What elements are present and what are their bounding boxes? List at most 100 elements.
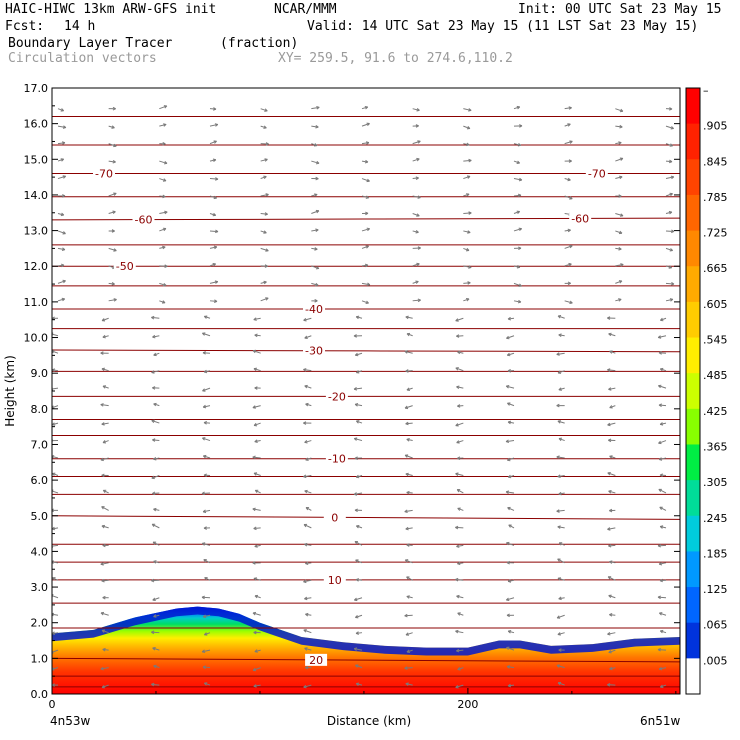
wind-vector — [57, 158, 65, 162]
wind-vector — [513, 193, 522, 198]
wind-vector — [354, 403, 363, 407]
wind-vector — [506, 541, 515, 546]
wind-vector — [507, 368, 515, 373]
wind-vector — [252, 507, 261, 512]
wind-vector — [209, 195, 218, 200]
field2-name: Circulation vectors — [8, 51, 157, 66]
wind-vector — [608, 489, 616, 494]
wind-vector — [254, 594, 261, 599]
wind-vector — [253, 472, 261, 476]
wind-vector — [463, 125, 471, 130]
wind-vector — [202, 437, 211, 442]
wind-vector — [361, 195, 370, 199]
wind-vector — [456, 594, 464, 599]
colorbar-swatch — [686, 515, 700, 552]
wind-vector — [404, 454, 413, 459]
wind-vector — [260, 158, 268, 162]
contour-label-bg — [323, 511, 346, 524]
wind-vector — [455, 317, 464, 322]
colorbar-label: .845 — [703, 155, 728, 168]
y-axis-label: Height (km) — [3, 355, 17, 426]
colorbar-label: .905 — [703, 120, 728, 133]
contour-label-bg — [92, 167, 115, 180]
wind-vector — [412, 280, 419, 284]
wind-vector — [513, 282, 522, 287]
wind-vector — [361, 211, 369, 216]
boundary-layer-tracer — [52, 606, 680, 694]
wind-vector — [153, 560, 160, 564]
wind-vector — [659, 578, 667, 583]
y-tick-label: 8.0 — [31, 403, 49, 416]
field-units: (fraction) — [220, 36, 299, 51]
wind-vector — [412, 230, 419, 234]
wind-vector — [361, 282, 371, 287]
endpoint-left: 4n53w — [50, 714, 91, 728]
wind-vector — [558, 387, 565, 391]
colorbar-swatch — [686, 266, 700, 303]
wind-vector — [101, 367, 109, 372]
wind-vector — [506, 613, 515, 618]
wind-vector — [513, 227, 523, 232]
wind-vector — [609, 350, 616, 354]
wind-vector — [311, 265, 320, 270]
wind-vector — [507, 579, 515, 583]
wind-vector — [304, 542, 312, 547]
colorbar-swatch — [686, 551, 700, 588]
wind-vector — [361, 300, 369, 305]
wind-vector — [507, 630, 515, 634]
wind-vector — [100, 351, 109, 355]
wind-vector — [456, 334, 464, 338]
wind-vector — [557, 420, 565, 424]
wind-vector — [406, 649, 413, 653]
wind-vector — [564, 123, 571, 127]
wind-vector — [513, 160, 521, 164]
wind-vector — [404, 509, 413, 514]
wind-vector — [658, 440, 667, 445]
wind-vector — [665, 247, 674, 252]
wind-vector — [657, 647, 667, 652]
wind-vector — [108, 106, 116, 111]
wind-vector — [658, 403, 667, 408]
wind-vector — [505, 439, 515, 444]
wind-vector — [463, 281, 471, 285]
wind-vector — [456, 544, 464, 548]
wind-vector — [455, 422, 464, 427]
wind-vector — [52, 332, 59, 337]
wind-vector — [311, 299, 318, 303]
wind-vector — [108, 210, 116, 215]
wind-vector — [108, 298, 117, 302]
wind-vector — [153, 402, 160, 407]
wind-vector — [608, 594, 616, 599]
wind-vector — [665, 229, 675, 234]
wind-vector — [658, 666, 667, 671]
wind-vector — [463, 175, 471, 180]
wind-vector — [303, 474, 312, 479]
wind-vector — [254, 439, 261, 443]
wind-vector — [152, 597, 160, 602]
colorbar-label: .125 — [703, 583, 728, 596]
wind-vector — [558, 542, 565, 546]
wind-vector — [305, 561, 312, 566]
wind-vector — [202, 332, 211, 337]
wind-vector — [513, 142, 522, 147]
isotherm-line — [52, 657, 680, 663]
wind-vector — [455, 629, 464, 634]
wind-vector — [304, 440, 312, 444]
wind-vector — [159, 245, 166, 250]
wind-vector — [659, 629, 667, 634]
wind-vector — [404, 666, 413, 670]
wind-vector — [102, 440, 109, 444]
wind-vector — [151, 523, 160, 529]
wind-vector — [153, 664, 160, 669]
wind-vector — [463, 247, 470, 252]
colorbar-swatch — [686, 408, 700, 445]
wind-vector — [209, 299, 218, 303]
colorbar-swatch — [686, 587, 700, 624]
wind-vector — [304, 489, 312, 494]
wind-vector — [412, 246, 421, 250]
wind-vector — [406, 438, 413, 442]
wind-vector — [557, 525, 565, 529]
colorbar: – .905 .845 .785 .725 .665 .605 .545 .485 .425 .36… — [685, 84, 728, 695]
wind-vector — [201, 595, 211, 600]
wind-vector — [102, 595, 109, 600]
